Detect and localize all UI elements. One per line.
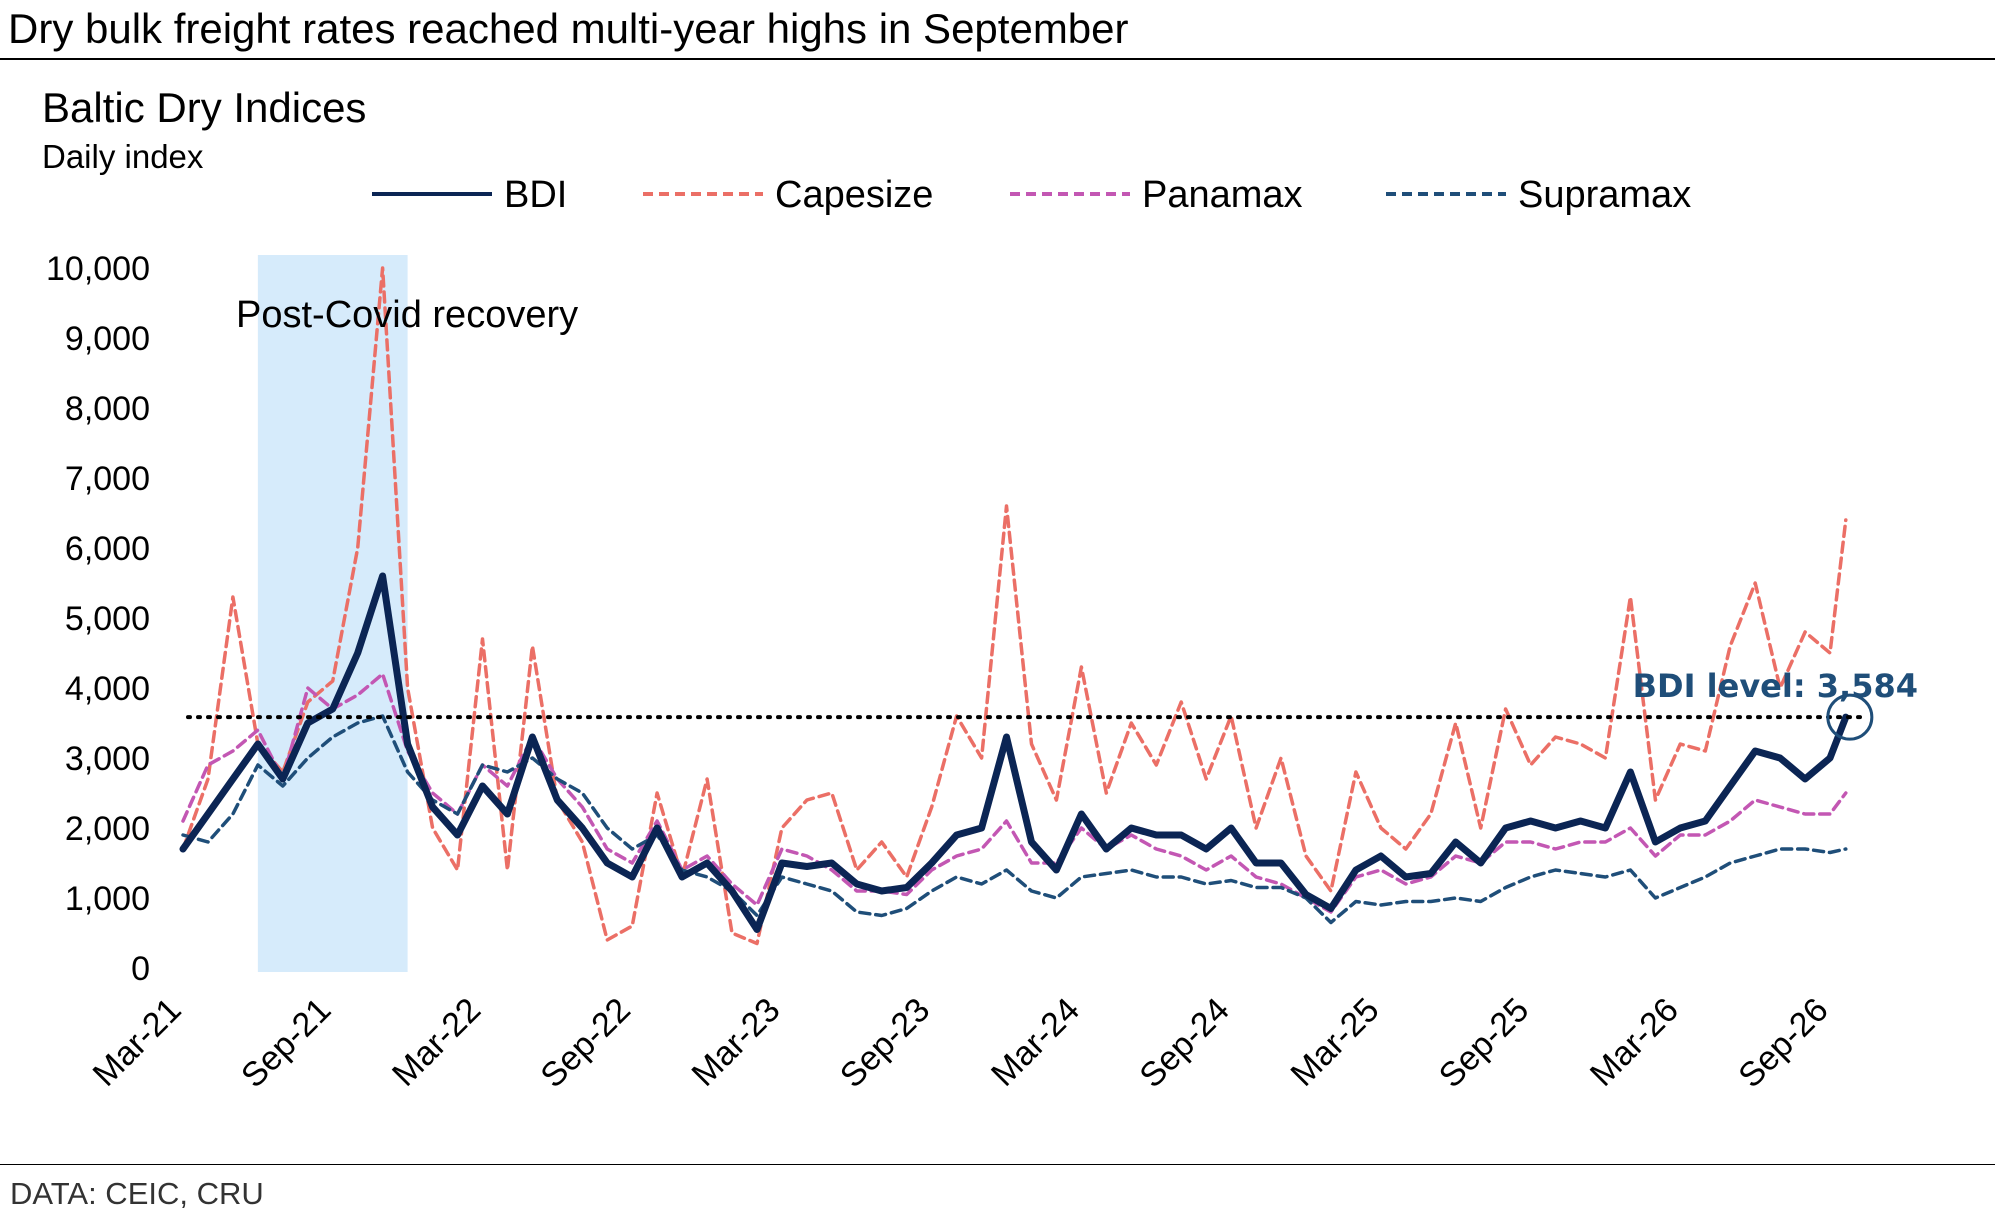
y-tick-label: 2,000: [65, 810, 150, 848]
y-tick-label: 3,000: [65, 740, 150, 778]
x-tick-label: Sep-26: [1731, 991, 1835, 1095]
y-tick-label: 1,000: [65, 880, 150, 918]
baltic-dry-chart: BDI Capesize Panamax Supramax 0 1,000 2,000 3,…: [46, 174, 1918, 1095]
y-tick-label: 10,000: [46, 250, 150, 288]
series-line-supramax: [181, 714, 1848, 925]
x-tick-label: Mar-24: [984, 991, 1087, 1094]
x-tick-label: Sep-21: [234, 991, 338, 1095]
x-tick-label: Mar-22: [385, 991, 488, 1094]
legend-label-capesize: Capesize: [775, 174, 933, 216]
chart-subtitle: Daily index: [42, 138, 204, 175]
x-tick-label: Sep-25: [1432, 991, 1536, 1095]
bottom-rule: [0, 1164, 1995, 1165]
legend-label-supramax: Supramax: [1518, 174, 1691, 216]
y-axis: 0 1,000 2,000 3,000 4,000 5,000 6,000 7,000 8,00…: [46, 250, 150, 988]
chart-title: Baltic Dry Indices: [42, 84, 367, 131]
series-layer: [179, 266, 1850, 946]
legend-label-panamax: Panamax: [1142, 174, 1303, 216]
legend-label-bdi: BDI: [504, 174, 567, 216]
series-line-bdi: [179, 572, 1850, 933]
headline: Dry bulk freight rates reached multi-yea…: [8, 5, 1129, 52]
y-tick-label: 6,000: [65, 530, 150, 568]
callout-circle: [1826, 693, 1874, 741]
x-tick-label: Sep-22: [533, 991, 637, 1095]
x-tick-label: Sep-23: [833, 991, 937, 1095]
callout-label: BDI level: 3,584: [1633, 667, 1918, 705]
y-tick-label: 7,000: [65, 460, 150, 498]
x-tick-label: Sep-24: [1132, 991, 1236, 1095]
shaded-region: [257, 255, 408, 972]
top-rule: [0, 58, 1995, 60]
x-tick-label: Mar-23: [685, 991, 788, 1094]
x-tick-label: Mar-21: [86, 991, 189, 1094]
source-note: DATA: CEIC, CRU: [10, 1176, 264, 1211]
series-line-panamax: [181, 672, 1848, 914]
y-tick-label: 0: [131, 950, 150, 988]
y-tick-label: 5,000: [65, 600, 150, 638]
y-tick-label: 8,000: [65, 390, 150, 428]
x-tick-label: Mar-25: [1283, 991, 1386, 1094]
shaded-region-label: Post-Covid recovery: [236, 294, 578, 336]
shade-layer: [257, 255, 408, 972]
legend: BDI Capesize Panamax Supramax: [372, 174, 1691, 216]
annotation-layer: Post-Covid recovery BDI level: 3,584: [236, 294, 1918, 741]
y-tick-label: 4,000: [65, 670, 150, 708]
x-axis: Mar-21 Sep-21 Mar-22 Sep-22 Mar-23 Sep-23 Mar-…: [86, 991, 1836, 1095]
x-tick-label: Mar-26: [1583, 991, 1686, 1094]
y-tick-label: 9,000: [65, 320, 150, 358]
